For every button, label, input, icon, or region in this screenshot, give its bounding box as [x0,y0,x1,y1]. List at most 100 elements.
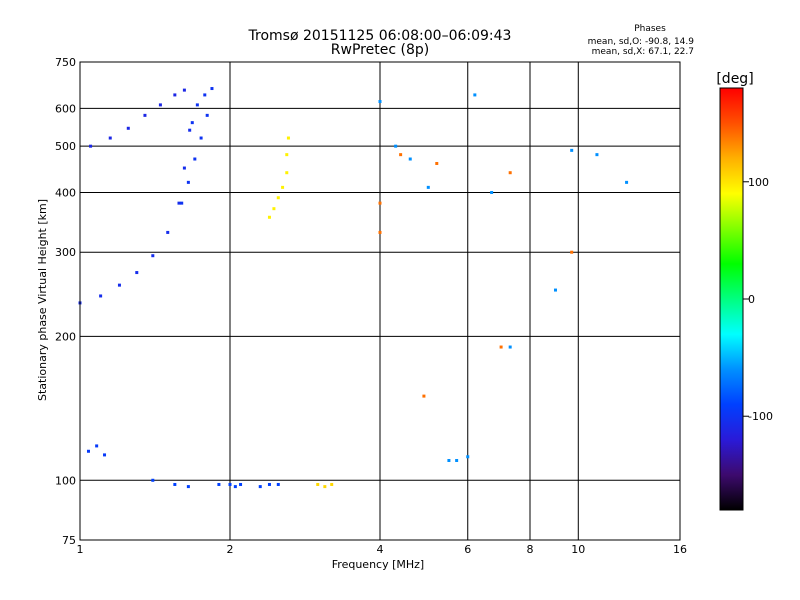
data-point [394,144,398,148]
data-points [78,87,629,489]
x-tick-label: 10 [571,543,585,556]
data-point [276,482,280,486]
data-point [173,93,177,97]
data-point [490,190,494,194]
data-point [173,482,177,486]
data-point [281,185,285,189]
phase-stats-o: mean, sd,O: -90.8, 14.9 [588,37,695,47]
data-point [210,87,214,91]
data-point [205,113,209,117]
data-point [195,103,199,107]
data-point [258,485,262,489]
y-tick-label: 750 [55,56,76,69]
data-point [499,345,503,349]
data-point [217,482,221,486]
data-point [177,201,181,205]
data-point [378,230,382,234]
data-point [89,144,93,148]
data-point [276,196,280,200]
data-point [595,153,599,157]
y-tick-label: 100 [55,474,76,487]
phase-stats-heading: Phases [634,24,666,34]
y-axis-label: Stationary phase Virtual Height [km] [36,199,49,401]
data-point [508,345,512,349]
data-point [103,453,107,457]
data-point [267,215,271,219]
colorbar [719,87,744,511]
data-point [182,166,186,170]
y-tick-label: 200 [55,330,76,343]
data-point [151,478,155,482]
data-point [399,153,403,157]
data-point [285,153,289,157]
data-point [117,283,121,287]
data-point [455,458,459,462]
colorbar-tick-label: 100 [748,176,769,189]
data-point [272,207,276,211]
data-point [422,394,426,398]
data-point [186,180,190,184]
y-tick-label: 400 [55,186,76,199]
data-point [239,482,243,486]
colorbar-tick-label: -100 [748,410,773,423]
data-point [99,294,103,298]
data-point [193,157,197,161]
data-point [466,455,470,459]
data-point [86,449,90,453]
data-point [228,482,232,486]
data-point [143,113,147,117]
data-point [570,250,574,254]
data-point [108,136,112,140]
data-point [378,100,382,104]
data-point [316,482,320,486]
data-point [180,201,184,205]
chart-subtitle: RwPretec (8p) [331,42,429,58]
x-tick-label: 4 [377,543,384,556]
data-point [135,271,139,275]
data-point [408,157,412,161]
colorbar-label: [deg] [716,71,753,87]
data-point [190,121,194,125]
y-tick-labels: 750 600 500 400 300 200 100 75 [55,56,76,547]
colorbar-ticks: 100 0 -100 [743,176,773,423]
data-point [186,485,190,489]
x-tick-labels: 1 2 4 6 8 10 16 [77,543,688,556]
data-point [553,288,557,292]
data-point [330,482,334,486]
y-tick-label: 600 [55,102,76,115]
data-point [182,88,186,92]
data-point [426,185,430,189]
data-point [95,444,99,448]
data-point [267,482,271,486]
x-tick-label: 16 [673,543,687,556]
x-tick-label: 2 [227,543,234,556]
y-tick-label: 75 [62,534,76,547]
x-tick-label: 1 [77,543,84,556]
data-point [323,485,327,489]
data-point [286,136,290,140]
x-tick-label: 8 [527,543,534,556]
data-point [447,458,451,462]
data-point [126,126,130,130]
data-point [378,201,382,205]
data-point [151,254,155,258]
data-point [625,180,629,184]
data-point [158,103,162,107]
chart-title: Tromsø 20151125 06:08:00–06:09:43 [248,28,512,44]
data-point [203,93,207,97]
data-point [166,230,170,234]
data-point [188,128,192,132]
plot-frame [79,61,681,541]
x-axis-label: Frequency [MHz] [332,558,424,571]
x-tick-label: 6 [464,543,471,556]
data-point [570,148,574,152]
data-point [233,485,237,489]
data-point [435,161,439,165]
y-tick-label: 500 [55,140,76,153]
data-point [199,136,203,140]
data-point [473,93,477,97]
data-point [508,171,512,175]
colorbar-tick-label: 0 [748,293,755,306]
grid-lines [79,61,681,541]
